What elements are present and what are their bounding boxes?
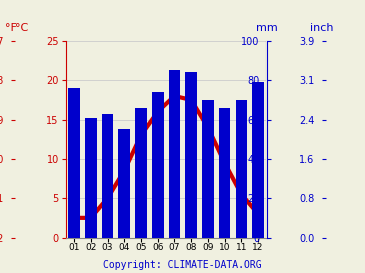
Bar	[135, 108, 147, 238]
Bar	[102, 114, 114, 238]
Bar	[252, 82, 264, 238]
Bar	[85, 118, 97, 238]
Bar	[235, 100, 247, 238]
Bar	[219, 108, 230, 238]
Bar	[152, 92, 164, 238]
Text: °F: °F	[5, 23, 17, 33]
Text: inch: inch	[310, 23, 333, 33]
Text: °C: °C	[15, 23, 28, 33]
Bar	[202, 100, 214, 238]
Text: Copyright: CLIMATE-DATA.ORG: Copyright: CLIMATE-DATA.ORG	[103, 260, 262, 270]
Bar	[169, 70, 180, 238]
Bar	[185, 72, 197, 238]
Bar	[68, 88, 80, 238]
Bar	[118, 129, 130, 238]
Text: mm: mm	[256, 23, 277, 33]
